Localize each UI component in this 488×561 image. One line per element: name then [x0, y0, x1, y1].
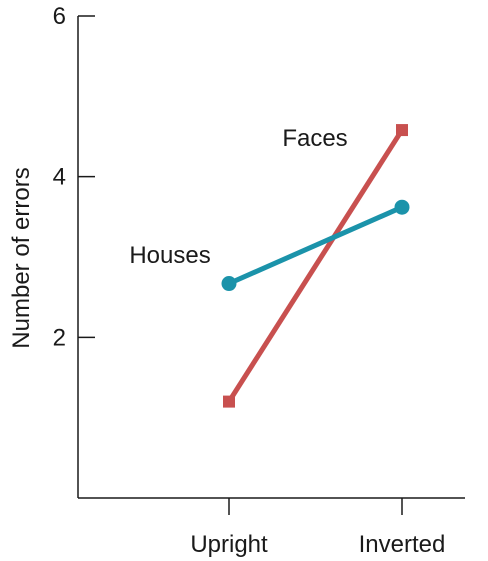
series-line-faces	[226, 128, 405, 403]
series-label-houses: Houses	[129, 242, 210, 269]
point-houses-inverted	[394, 199, 410, 215]
y-tick-label-2: 2	[53, 324, 66, 351]
y-tick-label-6: 6	[53, 3, 66, 30]
axes: 2 4 6 Upright Inverted	[53, 3, 465, 558]
series-houses: Houses	[129, 199, 410, 292]
y-tick-label-4: 4	[53, 164, 66, 191]
series-line-houses	[227, 204, 404, 286]
x-ticks: Upright Inverted	[190, 498, 445, 558]
series-label-faces: Faces	[282, 125, 347, 152]
series-faces: Faces	[223, 124, 408, 408]
point-faces-upright	[223, 395, 235, 408]
y-axis-label: Number of errors	[8, 167, 35, 348]
point-houses-upright	[221, 276, 237, 292]
x-tick-label-upright: Upright	[190, 531, 268, 558]
x-tick-label-inverted: Inverted	[359, 531, 446, 558]
point-faces-inverted	[396, 124, 408, 137]
series-layer: Faces Houses	[129, 124, 410, 408]
y-ticks: 2 4 6	[53, 3, 95, 351]
